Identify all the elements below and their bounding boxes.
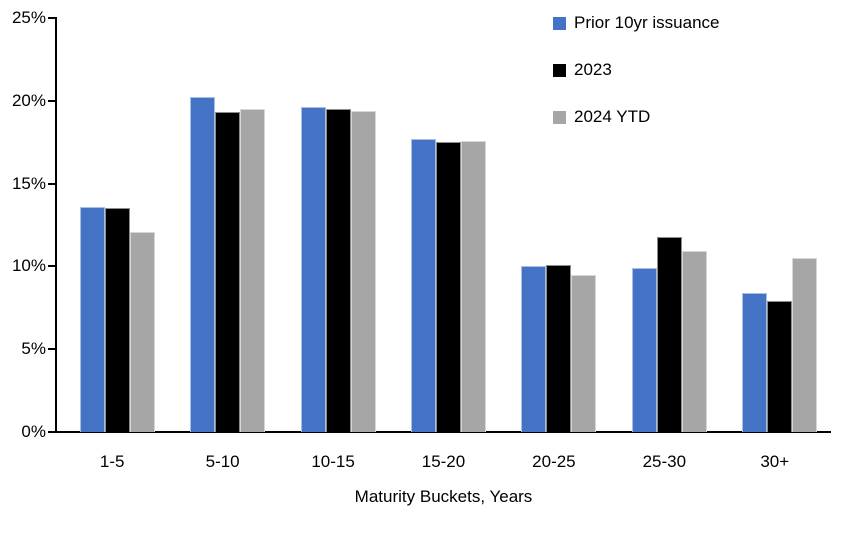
bar-2023-1-5 <box>104 208 130 432</box>
plot-area <box>57 18 830 432</box>
bar-2024-ytd-5-10 <box>240 109 266 432</box>
bar-group-5-10 <box>167 18 277 432</box>
y-tick-label-5: 5% <box>21 339 46 359</box>
bar-2024-ytd-30 <box>792 258 818 432</box>
bar-2024-ytd-1-5 <box>129 232 155 432</box>
bar-group-1-5 <box>57 18 167 432</box>
legend-label-prior-10yr-issuance: Prior 10yr issuance <box>574 13 720 32</box>
bars-20-25 <box>521 265 597 432</box>
bars-25-30 <box>631 237 707 432</box>
x-label-30: 30+ <box>760 452 790 471</box>
bar-group-10-15 <box>278 18 388 432</box>
x-axis-labels: 1-5 5-10 10-15 15-20 20-25 25-30 30+ <box>57 452 830 472</box>
bar-group-30 <box>720 18 830 432</box>
bar-group-15-20 <box>388 18 498 432</box>
legend-item-2024-ytd: 2024 YTD <box>553 105 720 129</box>
bar-prior-10yr-issuance-10-15 <box>300 107 326 432</box>
x-axis-line <box>55 431 831 433</box>
y-tick-label-0: 0% <box>21 422 46 441</box>
bar-2023-30 <box>767 301 793 432</box>
x-label-20-25: 20-25 <box>532 452 576 471</box>
y-tick-label-20: 20% <box>11 90 46 110</box>
bar-prior-10yr-issuance-15-20 <box>410 139 436 432</box>
legend-marker-icon <box>553 16 566 30</box>
bar-2023-15-20 <box>435 142 461 432</box>
y-tick-15 <box>48 182 55 185</box>
bar-2023-5-10 <box>215 112 241 432</box>
bar-prior-10yr-issuance-20-25 <box>521 266 547 432</box>
y-tick-25 <box>48 17 55 19</box>
bar-2024-ytd-15-20 <box>460 141 486 432</box>
bars-15-20 <box>410 139 486 432</box>
x-label-25-30: 25-30 <box>642 452 687 471</box>
y-tick-label-15: 15% <box>11 173 46 193</box>
legend-label-2023: 2023 <box>574 60 612 79</box>
x-label-15-20: 15-20 <box>421 452 466 471</box>
bar-2023-10-15 <box>325 109 351 432</box>
legend-item-prior-10yr-issuance: Prior 10yr issuance <box>553 11 720 35</box>
bars-1-5 <box>79 207 155 432</box>
legend-marker-icon <box>553 63 566 77</box>
legend-marker-icon <box>553 110 566 124</box>
x-label-5-10: 5-10 <box>205 452 240 471</box>
bar-prior-10yr-issuance-5-10 <box>190 97 216 432</box>
y-tick-20 <box>48 99 55 102</box>
y-axis-line <box>55 17 57 433</box>
bar-group-25-30 <box>609 18 719 432</box>
bar-2023-25-30 <box>656 237 682 432</box>
bar-prior-10yr-issuance-30 <box>742 293 768 432</box>
bar-2024-ytd-20-25 <box>571 275 597 432</box>
bar-groups <box>57 18 830 432</box>
y-tick-label-10: 10% <box>11 256 46 276</box>
x-axis-title: Maturity Buckets, Years <box>354 487 533 506</box>
x-label-1-5: 1-5 <box>99 452 125 471</box>
legend: Prior 10yr issuance 2023 2024 YTD <box>553 11 720 152</box>
bar-prior-10yr-issuance-1-5 <box>79 207 105 432</box>
bars-30 <box>742 258 818 432</box>
bars-5-10 <box>190 97 266 432</box>
bar-prior-10yr-issuance-25-30 <box>631 268 657 432</box>
legend-label-2024-ytd: 2024 YTD <box>574 107 651 126</box>
bar-2024-ytd-25-30 <box>681 251 707 432</box>
y-tick-5 <box>48 348 55 351</box>
bar-2024-ytd-10-15 <box>350 111 376 432</box>
y-tick-label-25: 25% <box>11 8 46 27</box>
legend-item-2023: 2023 <box>553 58 720 82</box>
x-label-10-15: 10-15 <box>311 452 355 471</box>
bar-group-20-25 <box>499 18 609 432</box>
y-tick-0 <box>48 431 55 433</box>
bar-2023-20-25 <box>546 265 572 432</box>
y-tick-10 <box>48 265 55 268</box>
bars-10-15 <box>300 107 376 432</box>
